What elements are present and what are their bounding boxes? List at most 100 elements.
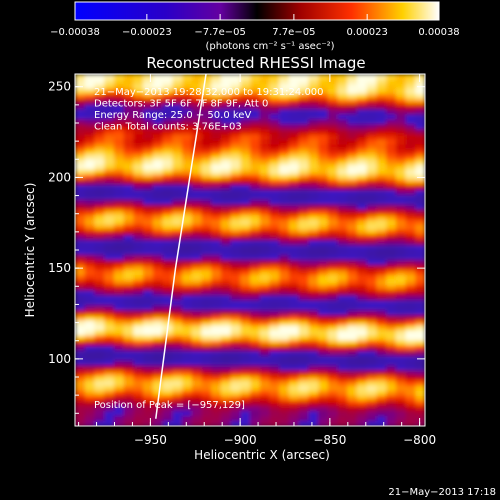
heatmap-cell: [269, 184, 280, 191]
heatmap-cell: [133, 275, 144, 281]
heatmap-cell: [152, 285, 164, 291]
heatmap-cell: [191, 395, 202, 402]
heatmap-cell: [386, 214, 397, 221]
heatmap-cell: [240, 365, 251, 372]
heatmap-cell: [337, 335, 348, 342]
heatmap-cell: [172, 99, 183, 105]
heatmap-cell: [318, 255, 329, 261]
heatmap-cell: [181, 174, 193, 181]
heatmap-cell: [152, 244, 164, 251]
heatmap-cell: [405, 144, 416, 151]
heatmap-cell: [172, 370, 183, 377]
heatmap-cell: [298, 325, 309, 332]
heatmap-cell: [123, 290, 134, 296]
heatmap-cell: [84, 134, 96, 140]
heatmap-cell: [288, 300, 300, 306]
heatmap-cell: [415, 415, 425, 422]
heatmap-cell: [94, 199, 105, 206]
heatmap-cell: [298, 280, 309, 286]
heatmap-cell: [356, 315, 368, 321]
heatmap-cell: [152, 179, 164, 186]
heatmap-cell: [250, 134, 261, 140]
heatmap-cell: [191, 224, 202, 231]
heatmap-cell: [191, 194, 202, 201]
heatmap-cell: [123, 350, 134, 357]
heatmap-cell: [181, 234, 193, 241]
heatmap-cell: [201, 139, 212, 145]
heatmap-cell: [356, 229, 368, 236]
heatmap-cell: [298, 129, 309, 135]
heatmap-cell: [250, 330, 261, 337]
heatmap-cell: [113, 350, 125, 357]
heatmap-cell: [75, 244, 86, 251]
heatmap-cell: [376, 330, 387, 337]
heatmap-cell: [143, 244, 154, 251]
heatmap-cell: [250, 385, 261, 392]
heatmap-cell: [250, 250, 261, 256]
heatmap-cell: [133, 350, 144, 357]
heatmap-cell: [269, 370, 280, 377]
heatmap-cell: [269, 104, 280, 110]
heatmap-cell: [152, 265, 164, 271]
heatmap-cell: [318, 129, 329, 135]
heatmap-cell: [162, 184, 173, 191]
heatmap-cell: [395, 295, 407, 301]
heatmap-cell: [123, 219, 134, 226]
heatmap-cell: [172, 380, 183, 387]
heatmap-cell: [84, 99, 96, 105]
heatmap-cell: [152, 109, 164, 115]
heatmap-cell: [113, 114, 125, 120]
heatmap-cell: [162, 365, 173, 372]
heatmap-cell: [337, 415, 348, 422]
heatmap-cell: [181, 380, 193, 387]
heatmap-cell: [172, 355, 183, 362]
heatmap-cell: [240, 229, 251, 236]
heatmap-cell: [172, 285, 183, 291]
heatmap-cell: [415, 204, 425, 211]
heatmap-cell: [123, 365, 134, 372]
heatmap-cell: [337, 239, 348, 246]
heatmap-cell: [308, 154, 319, 161]
heatmap-cell: [405, 244, 416, 251]
heatmap-cell: [240, 194, 251, 201]
heatmap-cell: [75, 375, 86, 382]
heatmap-cell: [405, 355, 416, 362]
heatmap-cell: [240, 124, 251, 130]
heatmap-cell: [123, 405, 134, 412]
heatmap-cell: [376, 134, 387, 140]
heatmap-cell: [94, 320, 105, 327]
heatmap-cell: [415, 300, 425, 306]
heatmap-cell: [211, 74, 222, 80]
heatmap-cell: [405, 224, 416, 231]
heatmap-cell: [279, 184, 290, 191]
heatmap-cell: [152, 255, 164, 261]
heatmap-cell: [191, 244, 202, 251]
heatmap-cell: [279, 360, 290, 367]
heatmap-cell: [240, 224, 251, 231]
heatmap-cell: [356, 164, 368, 171]
heatmap-cell: [240, 184, 251, 191]
heatmap-cell: [162, 94, 173, 100]
heatmap-cell: [366, 280, 377, 286]
heatmap-cell: [288, 410, 300, 417]
heatmap-cell: [250, 239, 261, 246]
heatmap-cell: [308, 365, 319, 372]
heatmap-cell: [259, 99, 271, 105]
heatmap-cell: [288, 310, 300, 316]
heatmap-cell: [308, 134, 319, 140]
heatmap-cell: [259, 300, 271, 306]
heatmap-cell: [269, 290, 280, 296]
heatmap-cell: [259, 204, 271, 211]
heatmap-cell: [250, 390, 261, 397]
heatmap-cell: [113, 199, 125, 206]
heatmap-cell: [94, 119, 105, 125]
heatmap-cell: [104, 270, 115, 276]
heatmap-cell: [94, 325, 105, 332]
heatmap-cell: [94, 285, 105, 291]
heatmap-cell: [395, 194, 407, 201]
heatmap-cell: [318, 149, 329, 156]
heatmap-cell: [191, 420, 202, 426]
heatmap-cell: [318, 114, 329, 120]
heatmap-cell: [308, 305, 319, 311]
heatmap-cell: [250, 204, 261, 211]
